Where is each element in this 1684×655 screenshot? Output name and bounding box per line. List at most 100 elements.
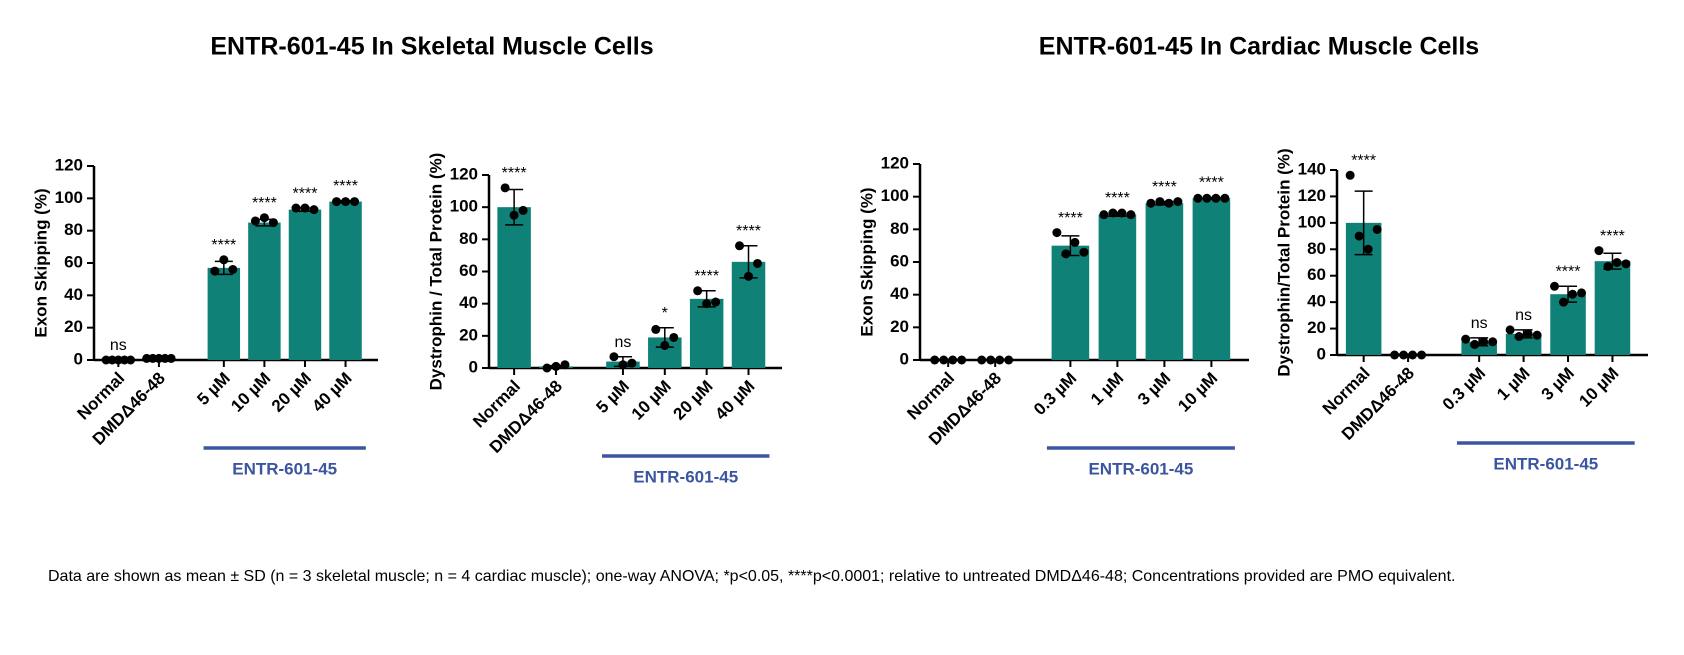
data-point	[166, 353, 176, 363]
data-point	[1461, 334, 1471, 344]
data-point	[1505, 325, 1515, 335]
data-point	[1202, 193, 1212, 203]
y-tick-label: 120	[55, 155, 83, 174]
footnote: Data are shown as mean ± SD (n = 3 skele…	[48, 568, 1455, 585]
panel-title: ENTR-601-45 In Skeletal Muscle Cells	[210, 33, 653, 61]
x-tick-label: 10 µM	[628, 377, 675, 424]
data-point	[711, 297, 721, 307]
y-tick-label: 100	[55, 188, 83, 207]
data-point	[986, 355, 996, 365]
panel-title: ENTR-601-45 In Cardiac Muscle Cells	[1039, 33, 1479, 61]
y-tick-label: 120	[1298, 186, 1326, 205]
data-point	[1390, 350, 1400, 360]
y-tick-label: 80	[64, 220, 83, 239]
data-point	[1363, 244, 1373, 254]
significance-label: ****	[736, 223, 761, 240]
significance-label: ****	[502, 165, 527, 182]
group-label: ENTR-601-45	[1493, 454, 1598, 473]
y-tick-label: 20	[890, 317, 909, 336]
x-tick-label: 3 µM	[1134, 369, 1174, 409]
significance-label: ns	[1515, 307, 1532, 324]
y-tick-label: 40	[64, 285, 83, 304]
data-point	[1488, 337, 1498, 347]
data-point	[1559, 297, 1569, 307]
x-tick-label: 10 µM	[227, 369, 274, 416]
y-tick-label: 40	[459, 293, 478, 312]
data-point	[618, 360, 628, 370]
data-point	[1079, 247, 1089, 257]
y-tick-label: 60	[459, 261, 478, 280]
bar	[248, 222, 281, 360]
group-label: ENTR-601-45	[1088, 459, 1193, 478]
data-point	[291, 203, 301, 213]
y-tick-label: 140	[1298, 159, 1326, 178]
x-tick-label: 10 µM	[1174, 369, 1221, 416]
y-tick-label: 60	[890, 251, 909, 270]
data-point	[1155, 197, 1165, 207]
y-tick-label: 0	[74, 349, 83, 368]
data-point	[1532, 330, 1542, 340]
data-point	[332, 197, 342, 207]
data-point	[1372, 224, 1382, 234]
data-point	[259, 213, 269, 223]
data-point	[560, 360, 570, 370]
data-point	[518, 205, 528, 215]
x-tick-label: 20 µM	[670, 377, 717, 424]
data-point	[126, 355, 136, 365]
significance-label: ****	[1058, 210, 1083, 227]
bar	[1505, 333, 1542, 355]
data-point	[1052, 228, 1062, 238]
data-point	[702, 299, 712, 309]
bar	[207, 267, 241, 360]
group-label: ENTR-601-45	[633, 467, 738, 486]
significance-label: ****	[333, 178, 358, 195]
y-tick-label: 60	[1307, 265, 1326, 284]
x-tick-label: 0.3 µM	[1439, 364, 1489, 414]
data-point	[1117, 208, 1127, 218]
y-tick-label: 0	[469, 357, 478, 376]
data-point	[744, 271, 754, 281]
significance-label: ****	[1556, 264, 1581, 281]
bar	[1098, 214, 1137, 360]
data-point	[1408, 350, 1418, 360]
y-tick-label: 40	[890, 284, 909, 303]
data-point	[995, 355, 1005, 365]
y-tick-label: 0	[900, 349, 909, 368]
data-point	[250, 216, 260, 226]
significance-label: ns	[1471, 315, 1488, 332]
data-point	[1345, 170, 1355, 180]
data-point	[948, 355, 958, 365]
x-tick-label: 1 µM	[1493, 364, 1533, 404]
y-tick-label: 0	[1317, 344, 1326, 363]
significance-label: ns	[110, 337, 127, 354]
data-point	[939, 355, 949, 365]
data-point	[551, 361, 561, 371]
error-bar	[1354, 190, 1373, 256]
data-point	[669, 332, 679, 342]
bar-chart: 0 20 40 60 80 100 120 Dystrophin / Total Protei…	[426, 153, 782, 486]
data-point	[1173, 197, 1183, 207]
y-tick-label: 120	[881, 153, 909, 172]
data-point	[309, 205, 319, 215]
bar	[1051, 245, 1090, 360]
data-point	[1523, 329, 1533, 339]
data-point	[268, 218, 278, 228]
data-point	[1612, 258, 1622, 267]
data-point	[1621, 259, 1631, 269]
y-tick-label: 100	[1298, 212, 1326, 231]
data-point	[1099, 210, 1109, 220]
bar	[689, 298, 724, 368]
data-point	[660, 340, 670, 350]
data-point	[1514, 332, 1524, 341]
significance-label: ****	[252, 195, 277, 212]
data-point	[1470, 339, 1480, 349]
significance-label: *	[662, 305, 668, 322]
data-point	[1594, 246, 1604, 256]
x-tick-label: 0.3 µM	[1030, 369, 1080, 419]
data-point	[627, 358, 637, 368]
x-tick-label: 3 µM	[1538, 364, 1578, 404]
data-point	[1146, 198, 1156, 208]
bar	[1594, 261, 1631, 355]
